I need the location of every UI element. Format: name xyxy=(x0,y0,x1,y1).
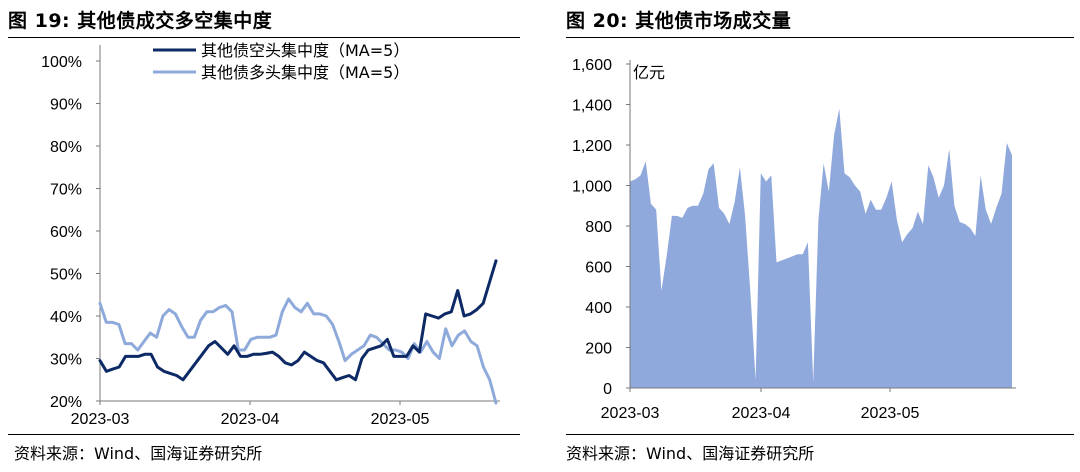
right-y-tick-label: 400 xyxy=(585,300,612,317)
right-source-note: 资料来源：Wind、国海证券研究所 xyxy=(566,444,815,463)
legend-label-short: 其他债空头集中度（MA=5） xyxy=(201,41,409,60)
left-x-tick-label: 2023-05 xyxy=(371,411,430,428)
left-x-tick-label: 2023-04 xyxy=(221,411,280,428)
right-title-rule xyxy=(566,37,1074,38)
right-chart-title: 图 20: 其他债市场成交量 xyxy=(566,10,792,32)
left-y-tick-label: 70% xyxy=(50,182,82,199)
left-y-tick-label: 100% xyxy=(41,54,82,71)
right-y-tick-label: 1,600 xyxy=(572,57,612,74)
left-y-tick-label: 40% xyxy=(50,309,82,326)
left-source-rule xyxy=(8,434,520,435)
left-y-tick-label: 50% xyxy=(50,267,82,284)
left-chart-title: 图 19: 其他债成交多空集中度 xyxy=(8,10,273,32)
left-y-tick-label: 30% xyxy=(50,352,82,369)
left-source-note: 资料来源：Wind、国海证券研究所 xyxy=(14,444,263,463)
right-y-tick-label: 1,400 xyxy=(572,98,612,115)
left-title-rule xyxy=(8,37,520,38)
left-y-tick-label: 90% xyxy=(50,97,82,114)
right-source-rule xyxy=(566,434,1074,435)
right-y-tick-label: 200 xyxy=(585,341,612,358)
right-x-tick-label: 2023-03 xyxy=(601,405,660,422)
right-y-tick-label: 600 xyxy=(585,260,612,277)
right-x-tick-label: 2023-05 xyxy=(861,405,920,422)
right-y-tick-label: 1,200 xyxy=(572,138,612,155)
short-concentration-line xyxy=(98,259,498,382)
right-y-tick-label: 0 xyxy=(603,381,612,398)
left-y-tick-label: 20% xyxy=(50,394,82,411)
legend-label-long: 其他债多头集中度（MA=5） xyxy=(201,63,409,82)
right-y-tick-label: 1,000 xyxy=(572,179,612,196)
left-y-tick-label: 80% xyxy=(50,139,82,156)
right-y-tick-label: 800 xyxy=(585,219,612,236)
volume-area xyxy=(630,108,1012,388)
left-x-tick-label: 2023-03 xyxy=(71,411,130,428)
left-y-tick-label: 60% xyxy=(50,224,82,241)
y-unit-label: 亿元 xyxy=(633,63,665,82)
right-x-tick-label: 2023-04 xyxy=(732,405,791,422)
long-concentration-line xyxy=(98,297,498,405)
